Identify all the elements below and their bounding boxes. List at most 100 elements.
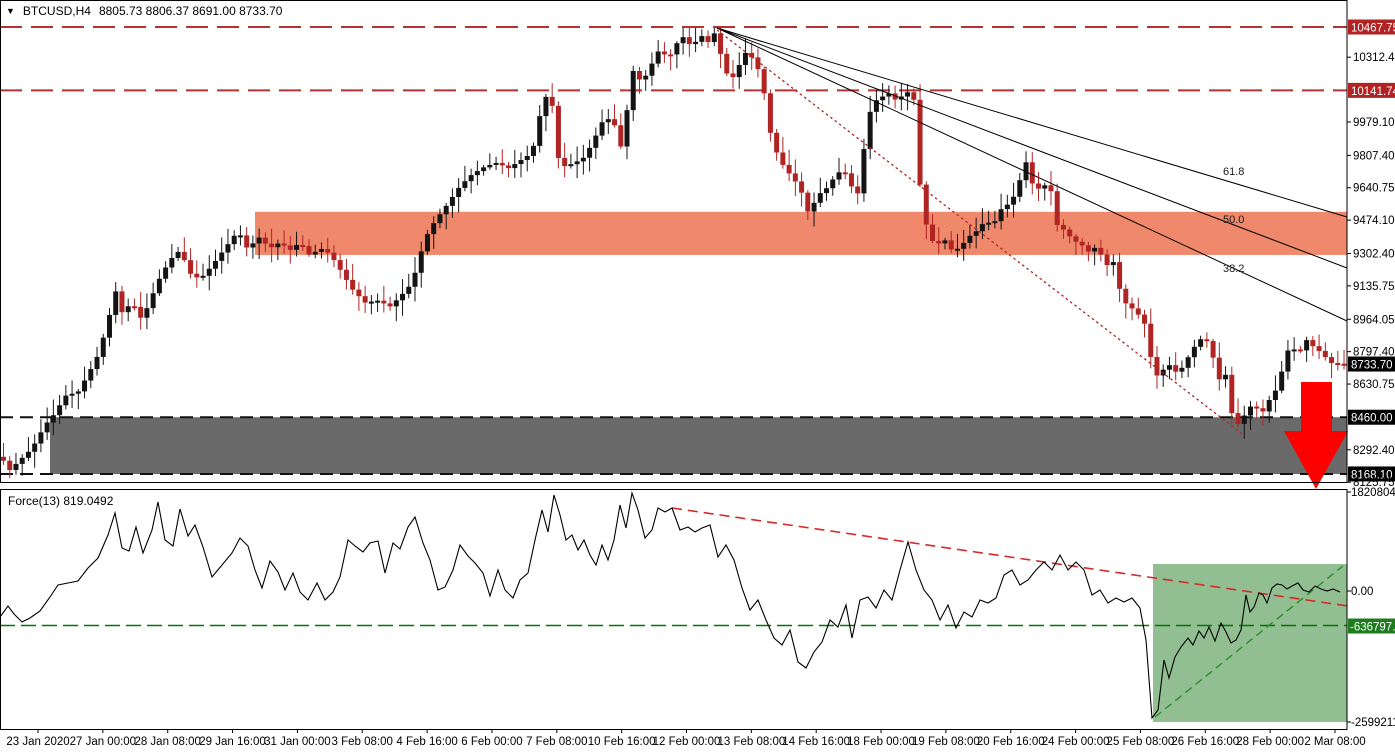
candle-body xyxy=(1229,374,1235,414)
candle-body xyxy=(867,111,873,150)
time-tick-label: 24 Feb 00:00 xyxy=(1042,736,1110,748)
resistance-zone xyxy=(255,211,1347,255)
candle-body xyxy=(231,235,237,245)
candle-body xyxy=(1048,185,1054,192)
price-tick-label: 8964.05 xyxy=(1353,314,1395,326)
candle-body xyxy=(19,457,25,464)
candle-body xyxy=(94,356,100,370)
candle-body xyxy=(954,248,960,251)
candle-body xyxy=(1098,247,1104,255)
candle-body xyxy=(412,272,418,287)
price-level-chip xyxy=(1348,466,1395,482)
candle-body xyxy=(474,171,480,176)
candle-body xyxy=(1291,349,1297,352)
candle-body xyxy=(106,314,112,338)
candle-body xyxy=(1129,303,1135,309)
candle-body xyxy=(555,105,561,158)
candle-body xyxy=(144,308,150,318)
time-tick-label: 18 Feb 00:00 xyxy=(847,736,915,748)
candle-body xyxy=(1004,204,1010,210)
candle-body xyxy=(948,240,954,250)
candle-body xyxy=(1017,180,1023,197)
candle-body xyxy=(113,291,119,315)
candle-body xyxy=(1304,340,1310,351)
candle-body xyxy=(468,175,474,182)
candle-body xyxy=(1104,254,1110,266)
candle-body xyxy=(1210,341,1216,358)
candle-body xyxy=(992,221,998,224)
candle-body xyxy=(506,165,512,169)
candle-body xyxy=(942,240,948,244)
candle-body xyxy=(693,41,699,45)
candle-body xyxy=(256,237,262,244)
candle-body xyxy=(431,223,437,235)
candle-body xyxy=(1085,245,1091,252)
main-chart-frame xyxy=(0,0,1348,483)
candle-body xyxy=(69,393,75,396)
candle-body xyxy=(119,291,125,313)
support-zone xyxy=(50,417,1347,474)
candle-body xyxy=(306,246,312,255)
candle-body xyxy=(244,235,250,248)
candle-body xyxy=(961,242,967,249)
candle-body xyxy=(742,52,748,65)
candle-body xyxy=(350,279,356,290)
candle-body xyxy=(44,422,50,433)
candle-body xyxy=(562,157,568,167)
candle-body xyxy=(63,395,69,406)
candle-body xyxy=(1254,406,1260,409)
candle-body xyxy=(1029,162,1035,184)
indicator-tick-label: -2599211.1 xyxy=(1351,717,1395,729)
candle-body xyxy=(1067,229,1073,237)
price-tick-label: 9640.75 xyxy=(1353,183,1395,195)
candle-body xyxy=(262,237,268,244)
candle-body xyxy=(343,269,349,280)
candle-body xyxy=(1266,400,1272,412)
price-tick-label: 8292.40 xyxy=(1353,445,1395,457)
candle-body xyxy=(38,432,44,444)
candle-body xyxy=(1260,408,1266,412)
price-tick-label: 9979.10 xyxy=(1353,117,1395,129)
candle-body xyxy=(325,249,331,253)
candle-body xyxy=(780,152,786,165)
candle-body xyxy=(1135,308,1141,315)
candle-body xyxy=(125,306,131,313)
chart-title-bar: ▼ BTCUSD,H4 8805.73 8806.37 8691.00 8733… xyxy=(6,4,282,18)
candle-body xyxy=(936,240,942,244)
candle-body xyxy=(225,244,231,253)
candle-body xyxy=(530,145,536,156)
price-tick-label: 8630.75 xyxy=(1353,379,1395,391)
candle-body xyxy=(1036,183,1042,189)
candle-body xyxy=(736,64,742,78)
candle-body xyxy=(138,306,144,318)
time-tick-label: 14 Feb 16:00 xyxy=(782,736,850,748)
candle-body xyxy=(1223,374,1229,380)
fib-fan-line xyxy=(716,27,1348,218)
candle-body xyxy=(711,33,717,43)
candle-body xyxy=(337,260,343,270)
candle-body xyxy=(331,252,337,261)
candle-body xyxy=(1235,413,1241,424)
candle-body xyxy=(649,63,655,76)
candle-body xyxy=(418,251,424,273)
candle-body xyxy=(749,52,755,58)
dropdown-triangle-icon[interactable]: ▼ xyxy=(6,5,15,16)
candle-body xyxy=(150,293,156,309)
candle-body xyxy=(593,135,599,148)
candle-body xyxy=(269,243,275,248)
candle-body xyxy=(194,273,200,278)
indicator-tick-label: 0.00 xyxy=(1351,586,1373,598)
candle-body xyxy=(1142,314,1148,324)
candle-body xyxy=(786,164,792,174)
candle-body xyxy=(13,463,19,470)
time-tick-label: 28 Feb 00:00 xyxy=(1236,736,1304,748)
candle-body xyxy=(861,149,867,194)
candle-body xyxy=(57,405,63,416)
price-level-chip-label: 10141.74 xyxy=(1351,86,1395,98)
time-tick-label: 12 Feb 00:00 xyxy=(653,736,721,748)
candle-body xyxy=(605,119,611,123)
candle-body xyxy=(88,369,94,381)
indicator-label: Force(13) 819.0492 xyxy=(8,494,114,508)
candle-body xyxy=(156,278,162,294)
